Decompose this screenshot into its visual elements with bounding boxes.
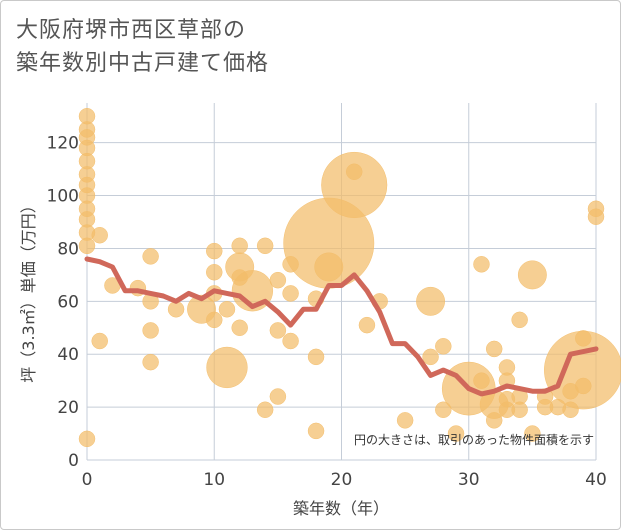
axis-ticks: 0 10 20 30 40 0 20 40 60 80 100 120 [47, 134, 607, 490]
bubble-point-78 [575, 330, 592, 347]
chart-title: 大阪府堺市西区草部の 築年数別中古戸建て価格 [16, 14, 269, 80]
y-tick-label-0: 0 [68, 451, 79, 471]
bubble-point-70 [517, 260, 547, 290]
bubble-point-29 [231, 237, 248, 255]
bubble-point-54 [435, 338, 452, 355]
bubble-point-48 [345, 163, 363, 181]
bubble-point-36 [269, 271, 287, 289]
bubble-point-19 [142, 322, 159, 339]
bubble-series [78, 107, 621, 448]
bubble-point-44 [307, 422, 325, 440]
bubble-point-38 [269, 388, 287, 405]
bubble-point-81 [587, 208, 605, 225]
bubble-point-56 [447, 425, 465, 442]
bubble-point-52 [416, 286, 446, 316]
x-tick-label-0: 0 [82, 470, 93, 490]
bubble-point-27 [218, 301, 236, 318]
x-tick-label-30: 30 [458, 470, 480, 490]
bubble-point-14 [91, 332, 108, 350]
bubble-point-11 [78, 237, 96, 255]
bubble-point-67 [511, 311, 528, 329]
y-tick-label-20: 20 [57, 398, 79, 418]
bubble-point-41 [282, 332, 299, 350]
chart-title-line-1: 大阪府堺市西区草部の [16, 18, 247, 43]
bubble-point-35 [256, 401, 274, 419]
x-tick-label-40: 40 [585, 470, 607, 490]
y-axis-label: 坪（3.3㎡）単価（万円） [19, 197, 38, 382]
bubble-point-79 [575, 377, 592, 395]
x-tick-label-10: 10 [203, 470, 225, 490]
bubble-point-53 [422, 348, 439, 366]
y-tick-label-60: 60 [57, 292, 79, 312]
y-tick-label-40: 40 [57, 345, 79, 365]
y-tick-label-80: 80 [57, 239, 79, 259]
bubble-point-34 [256, 237, 274, 255]
bubble-point-51 [396, 412, 414, 429]
bubble-point-12 [78, 430, 96, 448]
trend-line [84, 256, 599, 397]
y-tick-label-120: 120 [47, 134, 79, 154]
bubble-point-40 [282, 285, 299, 302]
y-tick-label-100: 100 [47, 187, 79, 207]
bubble-point-55 [435, 401, 452, 419]
chart-title-line-2: 築年数別中古戸建て価格 [16, 51, 270, 76]
bubble-point-69 [511, 401, 528, 419]
size-note: 円の大きさは、取引のあった物件面積を示す [354, 432, 594, 447]
x-axis-label: 築年数（年） [293, 499, 389, 518]
bubble-point-60 [485, 340, 503, 358]
bubble-point-58 [473, 256, 490, 273]
bubble-point-62 [485, 412, 503, 429]
bubble-point-37 [269, 322, 287, 339]
bubble-point-13 [91, 226, 108, 244]
bubble-point-20 [142, 353, 159, 371]
bubble-point-49 [358, 316, 376, 334]
x-tick-label-20: 20 [331, 470, 353, 490]
bubble-point-26 [206, 311, 223, 329]
bubble-point-24 [206, 263, 223, 281]
bubble-point-32 [231, 319, 248, 337]
bubble-point-17 [142, 248, 159, 265]
bubble-point-46 [314, 252, 344, 282]
bubble-point-43 [307, 348, 325, 366]
bubble-point-71 [524, 425, 541, 442]
bubble-point-23 [206, 242, 223, 260]
bubble-point-28 [206, 346, 248, 389]
bubble-point-47 [321, 151, 388, 219]
bubble-point-59 [473, 372, 490, 389]
